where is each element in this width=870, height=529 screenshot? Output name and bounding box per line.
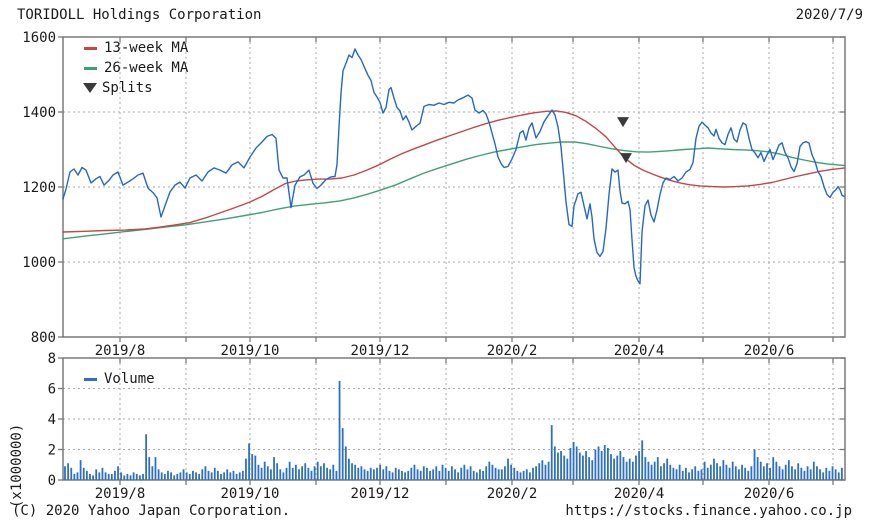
legend-item-ma13: 13-week MA bbox=[84, 38, 188, 58]
splits-triangle-icon bbox=[83, 83, 97, 93]
volume-axis-unit-label: (x1000000) bbox=[9, 423, 25, 508]
page-title: TORIDOLL Holdings Corporation bbox=[17, 7, 262, 23]
svg-text:2020/6: 2020/6 bbox=[744, 486, 795, 502]
svg-text:2020/2: 2020/2 bbox=[487, 343, 538, 359]
svg-text:2020/2: 2020/2 bbox=[487, 486, 538, 502]
svg-text:4: 4 bbox=[48, 412, 56, 428]
svg-text:8: 8 bbox=[48, 351, 56, 367]
svg-text:0: 0 bbox=[48, 473, 56, 489]
ma13-line-swatch bbox=[84, 46, 97, 50]
svg-text:2019/10: 2019/10 bbox=[220, 486, 279, 502]
svg-text:1400: 1400 bbox=[22, 105, 56, 121]
ma26-line-swatch bbox=[84, 66, 97, 70]
legend-item-splits: Splits bbox=[83, 78, 188, 98]
copyright-text: (C) 2020 Yahoo Japan Corporation. bbox=[12, 503, 291, 519]
svg-text:2020/6: 2020/6 bbox=[744, 343, 795, 359]
volume-line-swatch bbox=[84, 377, 97, 381]
svg-text:2020/4: 2020/4 bbox=[614, 343, 665, 359]
svg-text:6: 6 bbox=[48, 382, 56, 398]
quote-date: 2020/7/9 bbox=[795, 7, 863, 23]
svg-text:2019/10: 2019/10 bbox=[220, 343, 279, 359]
legend-item-volume: Volume bbox=[84, 369, 155, 389]
svg-text:800: 800 bbox=[31, 330, 56, 346]
svg-text:2020/4: 2020/4 bbox=[614, 486, 665, 502]
price-chart-legend: 13-week MA 26-week MA Splits bbox=[83, 38, 188, 98]
svg-text:2019/8: 2019/8 bbox=[95, 486, 146, 502]
svg-text:2: 2 bbox=[48, 443, 56, 459]
source-url: https://stocks.finance.yahoo.co.jp bbox=[565, 503, 852, 519]
legend-label-ma26: 26-week MA bbox=[104, 60, 189, 76]
legend-label-splits: Splits bbox=[102, 80, 153, 96]
legend-label-volume: Volume bbox=[104, 371, 155, 387]
volume-chart-legend: Volume bbox=[84, 369, 155, 389]
svg-text:1600: 1600 bbox=[22, 30, 56, 46]
svg-text:2019/8: 2019/8 bbox=[95, 343, 146, 359]
svg-text:2019/12: 2019/12 bbox=[350, 343, 409, 359]
legend-item-ma26: 26-week MA bbox=[84, 58, 188, 78]
svg-text:1200: 1200 bbox=[22, 180, 56, 196]
svg-text:2019/12: 2019/12 bbox=[350, 486, 409, 502]
legend-label-ma13: 13-week MA bbox=[104, 40, 189, 56]
svg-text:1000: 1000 bbox=[22, 255, 56, 271]
